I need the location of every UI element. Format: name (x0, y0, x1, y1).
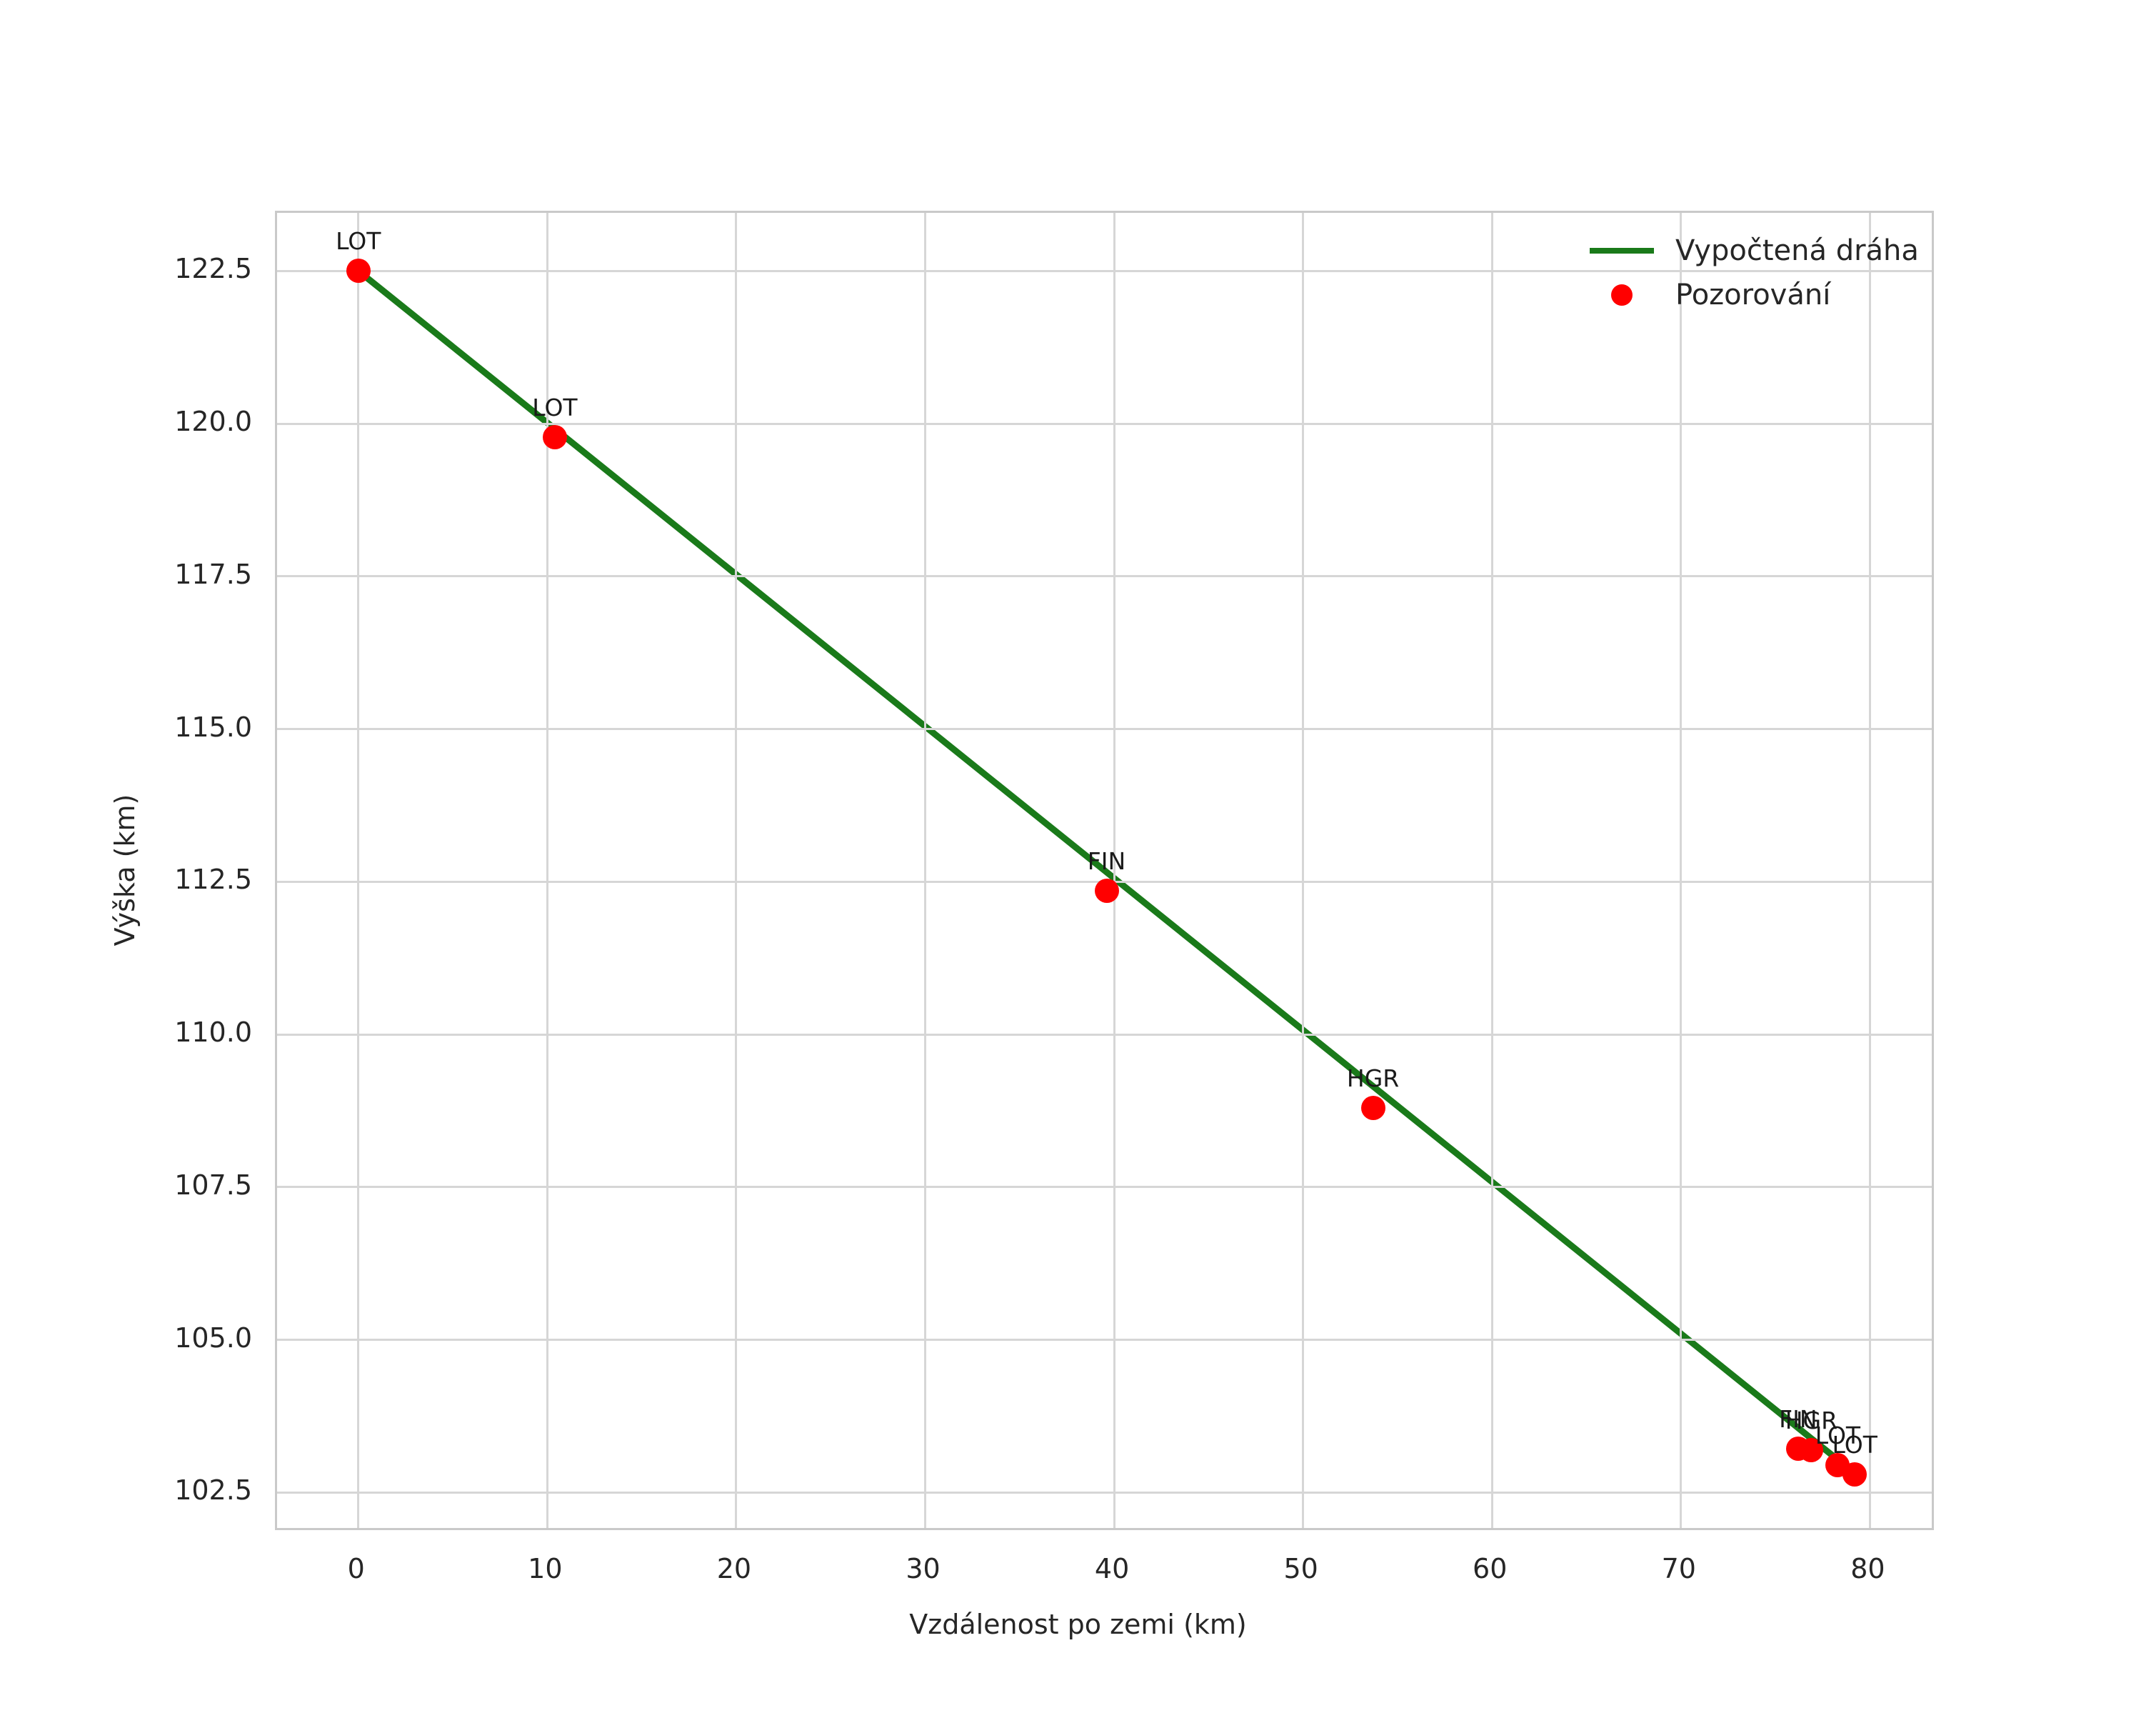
observation-marker (1799, 1437, 1824, 1462)
observation-marker (542, 424, 567, 449)
gridline-vertical (735, 213, 738, 1528)
legend-item-observations: Pozorování (1578, 273, 1919, 317)
gridline-vertical (1302, 213, 1305, 1528)
x-tick-label: 70 (1661, 1553, 1696, 1584)
gridline-vertical (1113, 213, 1115, 1528)
gridline-horizontal (277, 1339, 1932, 1342)
y-tick-label: 112.5 (174, 864, 252, 896)
computed-trajectory-line (354, 267, 1855, 1474)
gridline-vertical (357, 213, 360, 1528)
trajectory-svg (354, 267, 1855, 1474)
x-tick-label: 10 (528, 1553, 563, 1584)
gridline-horizontal (277, 575, 1932, 578)
x-axis-title: Vzdálenost po zemi (km) (909, 1609, 1247, 1640)
y-tick-label: 107.5 (174, 1169, 252, 1201)
y-tick-label: 110.0 (174, 1017, 252, 1049)
observation-marker (1360, 1095, 1385, 1120)
gridline-vertical (546, 213, 548, 1528)
y-tick-label: 105.0 (174, 1322, 252, 1354)
gridline-vertical (1680, 213, 1683, 1528)
gridline-horizontal (277, 1186, 1932, 1189)
x-tick-label: 20 (716, 1553, 752, 1584)
y-axis-title: Výška (km) (109, 794, 141, 947)
x-tick-label: 30 (906, 1553, 941, 1584)
y-tick-label: 117.5 (174, 558, 252, 590)
x-tick-label: 80 (1850, 1553, 1885, 1584)
observation-marker (346, 259, 371, 284)
gridline-vertical (1490, 213, 1493, 1528)
x-tick-label: 60 (1473, 1553, 1508, 1584)
legend-line-swatch (1578, 248, 1665, 254)
gridline-horizontal (277, 1033, 1932, 1036)
legend-label-trajectory: Vypočtená dráha (1675, 234, 1919, 267)
observation-marker (1094, 879, 1119, 904)
legend-item-trajectory: Vypočtená dráha (1578, 229, 1919, 273)
plot-area: LOT LOT FIN HGR FIN HGR LOT LOT (275, 211, 1934, 1530)
gridline-horizontal (277, 728, 1932, 731)
gridline-horizontal (277, 269, 1932, 272)
legend-dot-swatch (1578, 284, 1665, 306)
x-tick-label: 50 (1283, 1553, 1318, 1584)
gridline-vertical (924, 213, 926, 1528)
y-tick-label: 120.0 (174, 406, 252, 437)
chart-legend: Vypočtená dráha Pozorování (1578, 229, 1919, 317)
y-tick-label: 102.5 (174, 1474, 252, 1507)
y-tick-label: 115.0 (174, 711, 252, 743)
y-tick-label: 122.5 (174, 253, 252, 285)
x-tick-label: 40 (1094, 1553, 1130, 1584)
gridline-horizontal (277, 422, 1932, 425)
gridline-horizontal (277, 1491, 1932, 1494)
observation-marker (1842, 1462, 1867, 1487)
legend-label-observations: Pozorování (1675, 279, 1831, 311)
x-tick-label: 0 (347, 1553, 365, 1584)
gridline-vertical (1868, 213, 1871, 1528)
